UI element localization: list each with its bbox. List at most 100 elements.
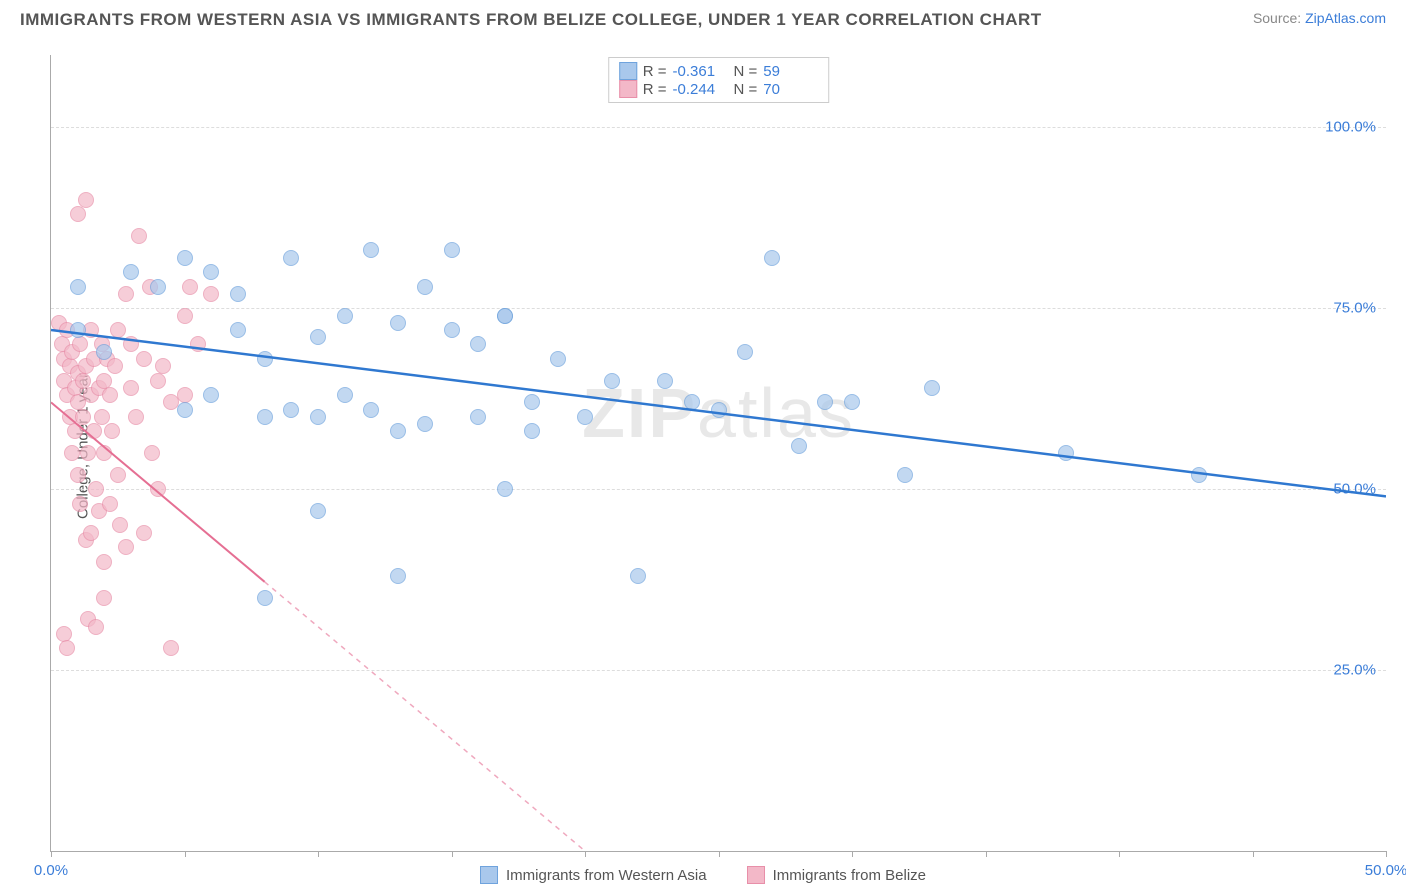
data-point [257,409,273,425]
data-point [470,336,486,352]
data-point [136,525,152,541]
data-point [123,264,139,280]
data-point [163,640,179,656]
data-point [897,467,913,483]
data-point [182,279,198,295]
data-point [110,322,126,338]
data-point [70,206,86,222]
data-point [102,387,118,403]
data-point [88,481,104,497]
data-point [70,467,86,483]
data-point [203,286,219,302]
x-tick [585,851,586,857]
data-point [75,409,91,425]
series-swatch [619,80,637,98]
data-point [363,242,379,258]
legend-item: Immigrants from Belize [747,866,926,884]
x-tick [318,851,319,857]
r-label: R = [643,63,667,80]
data-point [444,242,460,258]
data-point [128,409,144,425]
data-point [230,286,246,302]
data-point [118,539,134,555]
data-point [177,402,193,418]
data-point [104,423,120,439]
correlation-stats-box: R =-0.361N =59R =-0.244N =70 [608,57,830,103]
data-point [444,322,460,338]
y-tick-label: 50.0% [1333,481,1376,498]
data-point [203,387,219,403]
gridline [51,489,1386,490]
data-point [1191,467,1207,483]
data-point [310,409,326,425]
data-point [230,322,246,338]
x-tick [986,851,987,857]
n-value: 70 [763,81,818,98]
data-point [177,250,193,266]
data-point [118,286,134,302]
data-point [150,373,166,389]
gridline [51,127,1386,128]
trend-lines-layer [51,55,1386,851]
data-point [497,308,513,324]
data-point [684,394,700,410]
r-label: R = [643,81,667,98]
data-point [497,481,513,497]
n-label: N = [734,81,758,98]
stats-row: R =-0.244N =70 [619,80,819,98]
data-point [83,525,99,541]
data-point [75,373,91,389]
data-point [711,402,727,418]
data-point [59,640,75,656]
data-point [64,445,80,461]
data-point [190,336,206,352]
r-value: -0.361 [673,63,728,80]
data-point [417,279,433,295]
data-point [203,264,219,280]
data-point [96,445,112,461]
data-point [1058,445,1074,461]
data-point [123,380,139,396]
gridline [51,308,1386,309]
x-tick [452,851,453,857]
data-point [924,380,940,396]
x-tick [719,851,720,857]
data-point [764,250,780,266]
chart-title: IMMIGRANTS FROM WESTERN ASIA VS IMMIGRAN… [20,10,1042,30]
x-tick [1253,851,1254,857]
source-attribution: Source: ZipAtlas.com [1253,10,1386,26]
x-tick [1119,851,1120,857]
data-point [390,568,406,584]
data-point [257,590,273,606]
data-point [604,373,620,389]
data-point [817,394,833,410]
data-point [72,336,88,352]
data-point [577,409,593,425]
data-point [144,445,160,461]
stats-row: R =-0.361N =59 [619,62,819,80]
legend-swatch [747,866,765,884]
data-point [96,344,112,360]
source-link[interactable]: ZipAtlas.com [1305,10,1386,26]
legend-label: Immigrants from Belize [773,867,926,884]
data-point [337,387,353,403]
data-point [86,423,102,439]
gridline [51,670,1386,671]
source-prefix: Source: [1253,10,1305,26]
data-point [310,329,326,345]
data-point [123,336,139,352]
data-point [363,402,379,418]
data-point [70,322,86,338]
data-point [657,373,673,389]
data-point [737,344,753,360]
data-point [88,619,104,635]
data-point [150,279,166,295]
data-point [78,192,94,208]
data-point [72,496,88,512]
data-point [56,626,72,642]
scatter-chart: ZIPatlas R =-0.361N =59R =-0.244N =70 25… [50,55,1386,852]
data-point [257,351,273,367]
data-point [136,351,152,367]
data-point [630,568,646,584]
legend: Immigrants from Western AsiaImmigrants f… [0,866,1406,884]
